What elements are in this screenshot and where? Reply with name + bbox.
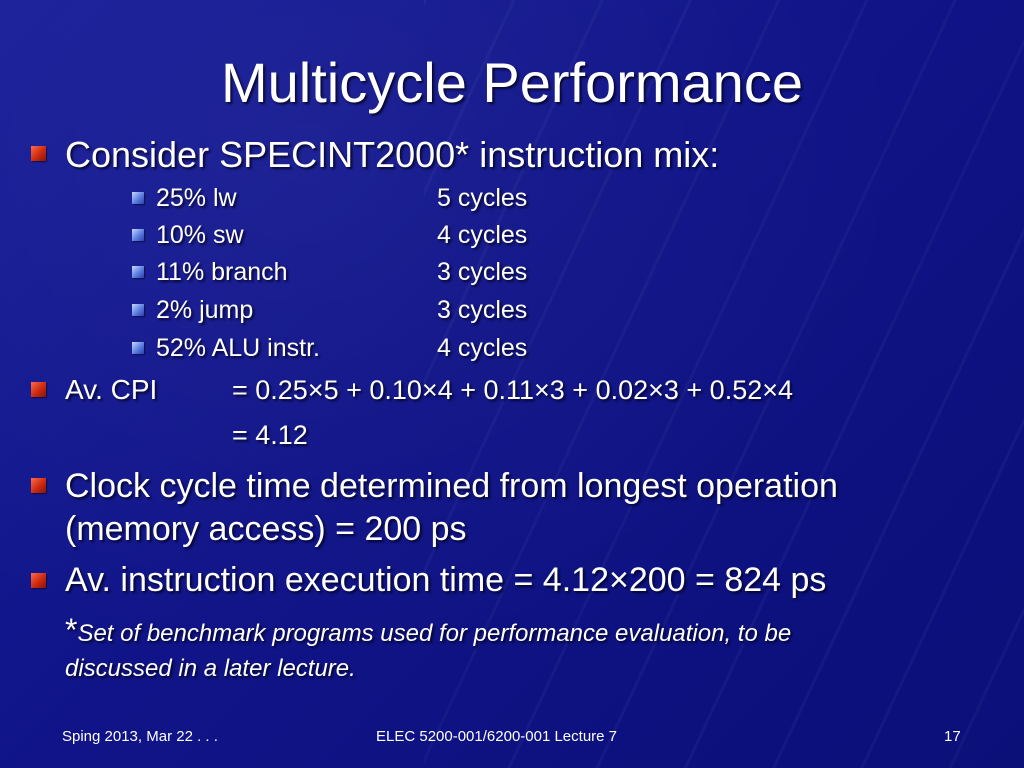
footer-date: Sping 2013, Mar 22 . . . [62,728,218,745]
footnote-line-2: discussed in a later lecture. [65,655,356,682]
footer-course: ELEC 5200-001/6200-001 Lecture 7 [376,728,618,745]
mix-cycles: 3 cycles [437,296,528,324]
slide-title: Multicycle Performance [221,51,803,114]
mix-cycles: 4 cycles [437,221,528,249]
cpi-expression: = 0.25×5 + 0.10×4 + 0.11×3 + 0.02×3 + 0.… [232,375,794,405]
mix-label: 10% sw [156,221,244,249]
bullet-instruction-mix: Consider SPECINT2000* instruction mix: [65,134,720,175]
clock-line-2: (memory access) = 200 ps [65,510,467,548]
sub-bullet-marker [132,192,144,204]
sub-bullet-marker [132,304,144,316]
bullet-marker [31,146,46,161]
mix-cycles: 5 cycles [437,184,528,212]
bullet-marker [31,382,46,397]
footnote-star: * [65,612,78,648]
footnote-line-1: *Set of benchmark programs used for perf… [65,614,791,650]
mix-label: 2% jump [156,296,254,324]
bullet-marker [31,478,46,493]
cpi-result: = 4.12 [232,420,308,450]
mix-cycles: 4 cycles [437,334,528,362]
sub-bullet-marker [132,229,144,241]
bullet-marker [31,573,46,588]
mix-label: 52% ALU instr. [156,334,320,362]
cpi-label: Av. CPI [65,374,158,405]
clock-line-1: Clock cycle time determined from longest… [65,467,838,505]
footnote-text-1: Set of benchmark programs used for perfo… [77,620,792,647]
footer-page-number: 17 [944,728,961,745]
mix-label: 11% branch [156,258,288,286]
sub-bullet-marker [132,266,144,278]
mix-cycles: 3 cycles [437,258,528,286]
mix-label: 25% lw [156,184,237,212]
exec-time: Av. instruction execution time = 4.12×20… [65,561,827,599]
sub-bullet-marker [132,342,144,354]
